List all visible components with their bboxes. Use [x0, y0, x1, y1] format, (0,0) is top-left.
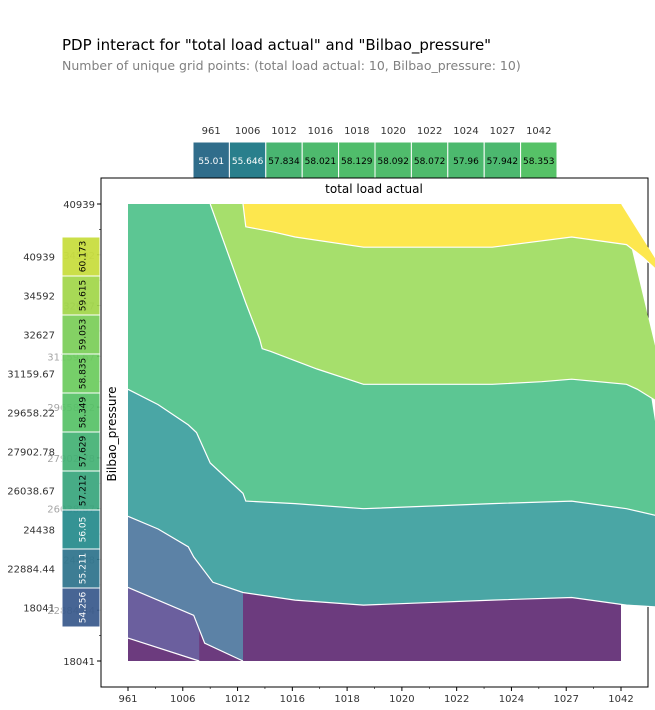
top-tick-label: 1006	[235, 126, 260, 137]
left-heatmap-value: 60.173	[79, 241, 89, 273]
left-heatmap-value: 59.615	[79, 280, 89, 312]
left-heatmap-value: 58.349	[79, 396, 89, 428]
contour-line	[209, 203, 655, 401]
left-heatmap-value: 58.835	[79, 358, 89, 390]
y-tick-label: 40939	[63, 200, 95, 211]
left-tick-label: 27902.78	[7, 448, 55, 459]
left-heatmap-cell	[61, 431, 101, 472]
left-tick-label: 34592	[23, 292, 55, 303]
left-heatmap-value: 54.256	[79, 591, 89, 623]
left-heatmap-value: 59.053	[79, 319, 89, 351]
top-heatmap-cell	[265, 141, 303, 179]
left-tick-label: 40939	[23, 253, 55, 264]
left-tick-label: 32627	[23, 331, 55, 342]
top-tick-label: 961	[202, 126, 221, 137]
x-tick-label: 961	[118, 694, 137, 705]
contour-line	[127, 637, 200, 662]
top-heatmap-cell	[483, 141, 522, 179]
left-tick-label: 31159.67	[7, 370, 55, 381]
contour-band	[243, 204, 655, 269]
left-tick-label: 18041	[23, 604, 55, 615]
chart-title: PDP interact for "total load actual" and…	[62, 36, 492, 54]
left-heatmap-value: 57.629	[79, 435, 89, 467]
x-tick-label: 1016	[280, 694, 305, 705]
top-tick-label: 1012	[271, 126, 296, 137]
x-tick-label: 1024	[499, 694, 524, 705]
top-heatmap-value: 58.072	[414, 157, 446, 167]
top-tick-label: 1018	[344, 126, 369, 137]
x-tick-label: 1027	[553, 694, 578, 705]
x-tick-label: 1042	[608, 694, 633, 705]
left-heatmap-cell	[61, 470, 101, 511]
left-tick-label: 29658.22	[7, 409, 55, 420]
top-heatmap-value: 57.834	[268, 157, 300, 167]
top-tick-label: 1024	[453, 126, 478, 137]
top-heatmap-value: 57.96	[453, 157, 479, 167]
left-heatmap-cell	[61, 392, 101, 433]
x-tick-label: 1012	[225, 694, 250, 705]
left-heatmap-value: 57.212	[79, 475, 89, 507]
top-heatmap-value: 58.021	[305, 157, 337, 167]
top-tick-label: 1042	[526, 126, 551, 137]
contour-line	[127, 586, 244, 662]
left-heatmap-value: 55.211	[79, 553, 89, 585]
top-heatmap-value: 57.942	[487, 157, 519, 167]
contour-plot-area	[127, 203, 655, 662]
top-heatmap-cell	[192, 141, 230, 179]
top-heatmap-value: 55.646	[232, 157, 264, 167]
contour-line	[242, 203, 655, 270]
left-heatmap-value: 56.05	[79, 517, 89, 543]
top-heatmap-cell	[301, 141, 340, 179]
x-tick-label: 1022	[444, 694, 469, 705]
top-heatmap-value: 58.353	[523, 157, 555, 167]
x-tick-label: 1006	[170, 694, 195, 705]
contour-band	[210, 204, 655, 401]
left-tick-label: 22884.44	[7, 565, 55, 576]
top-heatmap-value: 58.129	[341, 157, 373, 167]
top-heatmap-cell	[374, 141, 412, 179]
left-tick-label: 24438	[23, 526, 55, 537]
top-tick-label: 1016	[308, 126, 333, 137]
x-axis-title: total load actual	[325, 182, 423, 196]
chart-subtitle: Number of unique grid points: (total loa…	[62, 58, 521, 73]
left-tick-label: 26038.67	[7, 487, 55, 498]
top-tick-label: 1027	[490, 126, 515, 137]
contour-line	[127, 388, 655, 516]
top-heatmap-value: 58.092	[377, 157, 409, 167]
top-tick-label: 1022	[417, 126, 442, 137]
left-heatmap-cell	[61, 236, 101, 277]
contour-line	[127, 515, 655, 608]
x-tick-label: 1018	[334, 694, 359, 705]
top-tick-label: 1020	[380, 126, 405, 137]
left-heatmap-cell	[61, 587, 101, 628]
y-axis-title: Bilbao_pressure	[105, 386, 119, 481]
x-tick-label: 1020	[389, 694, 414, 705]
top-heatmap-value: 55.01	[198, 157, 224, 167]
y-tick-label: 18041	[63, 657, 95, 668]
